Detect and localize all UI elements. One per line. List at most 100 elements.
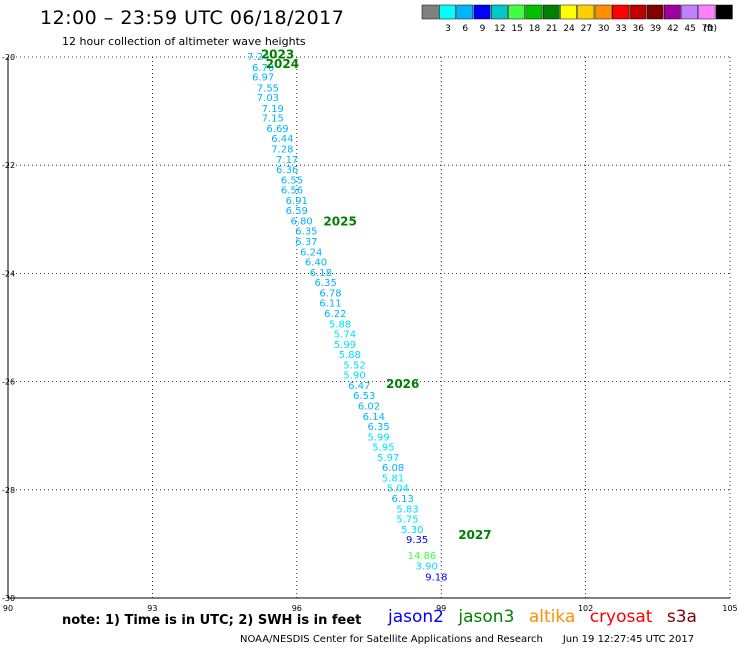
- wave-height-point: 6.13: [392, 494, 414, 505]
- legend-swatch: [681, 4, 699, 20]
- legend-swatch: [612, 4, 629, 20]
- wave-height-point: 6.18: [310, 268, 332, 279]
- legend-tick-label: 36: [633, 24, 645, 34]
- wave-height-point: 7.17: [276, 155, 298, 166]
- wave-height-point: 6.69: [266, 124, 288, 135]
- wave-height-point: 7.15: [262, 114, 284, 125]
- legend-swatch: [473, 4, 491, 20]
- plot-axes: 90 93 96 99 102 105 -20 -22 -24 -26 -28 -30: [2, 53, 738, 613]
- timestamp: Jun 19 12:27:45 UTC 2017: [562, 634, 695, 645]
- x-tick-label: 99: [436, 604, 446, 613]
- legend-tick-label: 42: [667, 24, 678, 34]
- legend-swatch: [490, 4, 508, 20]
- wave-height-point: 5.74: [334, 330, 356, 341]
- wave-height-point: 6.80: [290, 216, 312, 227]
- legend-swatch: [698, 4, 716, 20]
- legend-tick-label: 6: [462, 24, 468, 34]
- data-points: 7.246.706.977.557.037.197.156.696.447.28…: [247, 47, 491, 583]
- chart-subtitle: 12 hour collection of altimeter wave hei…: [62, 35, 306, 48]
- wave-height-point: 6.40: [305, 258, 327, 269]
- wave-height-point: 6.24: [300, 247, 322, 258]
- legend-swatch: [421, 4, 439, 20]
- wave-height-point: 5.99: [334, 340, 356, 351]
- y-tick-label: -24: [2, 269, 15, 278]
- legend-swatch: [456, 4, 474, 20]
- wave-height-point: 14.86: [408, 551, 437, 562]
- legend-tick-label: 27: [581, 24, 592, 34]
- legend-swatch: [577, 4, 595, 20]
- y-tick-label: -28: [2, 486, 15, 495]
- x-tick-label: 90: [3, 604, 13, 613]
- legend-tick-label: 24: [563, 24, 575, 34]
- wave-height-point: 5.30: [401, 525, 423, 536]
- wave-height-point: 7.03: [257, 93, 279, 104]
- legend-swatch: [542, 4, 560, 20]
- legend-swatch: [594, 4, 612, 20]
- legend-tick-label: 45: [684, 24, 695, 34]
- legend-tick-label: 70: [702, 24, 714, 34]
- legend-swatch: [525, 4, 543, 20]
- legend-swatch: [439, 4, 456, 20]
- mission-jason2: jason2: [388, 607, 444, 627]
- color-scale-legend: 3 6 9 12 15 18 21 24 27 30 33 36 39 42 45 70(ft): [421, 4, 733, 34]
- wave-height-point: 7.28: [271, 145, 293, 156]
- track-time-label: 2027: [458, 528, 491, 542]
- credit-line: NOAA/NESDIS Center for Satellite Applica…: [240, 634, 694, 645]
- wave-height-point: 6.08: [382, 463, 404, 474]
- wave-height-point: 6.53: [353, 391, 375, 402]
- wave-height-point: 6.78: [319, 288, 341, 299]
- wave-height-point: 5.97: [377, 453, 399, 464]
- x-tick-label: 93: [147, 604, 157, 613]
- wave-height-point: 6.14: [363, 412, 385, 423]
- wave-height-point: 5.95: [372, 443, 394, 454]
- wave-height-point: 5.88: [339, 350, 361, 361]
- legend-tick-label: 15: [511, 24, 522, 34]
- x-tick-label: 102: [578, 604, 593, 613]
- wave-height-point: 7.19: [262, 104, 284, 115]
- wave-height-point: 6.44: [271, 134, 293, 145]
- track-time-label: 2023: [261, 47, 294, 61]
- x-tick-label: 96: [292, 604, 302, 613]
- legend-tick-label: 18: [529, 24, 541, 34]
- track-time-label: 2026: [386, 377, 419, 391]
- wave-height-point: 9.18: [425, 572, 447, 583]
- mission-altika: altika: [528, 607, 576, 627]
- wave-height-point: 6.56: [281, 186, 303, 197]
- legend-tick-label: 33: [615, 24, 626, 34]
- wave-height-point: 3.90: [416, 562, 438, 573]
- credit-text: NOAA/NESDIS Center for Satellite Applica…: [240, 634, 543, 645]
- y-tick-label: -26: [2, 378, 15, 387]
- wave-height-point: 6.36: [276, 165, 298, 176]
- track-time-label: 2024: [266, 57, 299, 71]
- wave-height-point: 5.99: [367, 432, 389, 443]
- chart-title: 12:00 – 23:59 UTC 06/18/2017: [40, 7, 345, 29]
- wave-height-point: 9.35: [406, 535, 428, 546]
- x-tick-label: 105: [722, 604, 737, 613]
- legend-swatch: [629, 4, 647, 20]
- wave-height-point: 6.70: [252, 63, 274, 74]
- legend-swatch: [646, 4, 664, 20]
- wave-height-point: 5.90: [343, 371, 365, 382]
- wave-height-point: 6.37: [295, 237, 317, 248]
- wave-height-point: 6.97: [252, 73, 274, 84]
- wave-height-point: 6.91: [286, 196, 308, 207]
- footnote: note: 1) Time is in UTC; 2) SWH is in fe…: [62, 613, 362, 628]
- wave-height-point: 6.59: [286, 206, 308, 217]
- legend-unit: (ft): [703, 24, 717, 34]
- wave-height-point: 5.88: [329, 319, 351, 330]
- mission-legend: jason2 jason3 altika cryosat s3a: [388, 607, 706, 627]
- wave-height-point: 5.83: [396, 504, 418, 515]
- y-tick-label: -20: [2, 53, 15, 62]
- legend-swatch: [560, 4, 577, 20]
- wave-height-point: 6.35: [367, 422, 389, 433]
- wave-height-point: 5.81: [382, 473, 404, 484]
- wave-height-point: 6.47: [348, 381, 370, 392]
- wave-height-point: 6.02: [358, 401, 380, 412]
- legend-tick-label: 39: [650, 24, 662, 34]
- legend-tick-label: 9: [480, 24, 486, 34]
- y-tick-label: -30: [2, 594, 15, 603]
- wave-height-point: 5.52: [343, 360, 365, 371]
- legend-swatch: [508, 4, 526, 20]
- wave-height-point: 6.35: [315, 278, 337, 289]
